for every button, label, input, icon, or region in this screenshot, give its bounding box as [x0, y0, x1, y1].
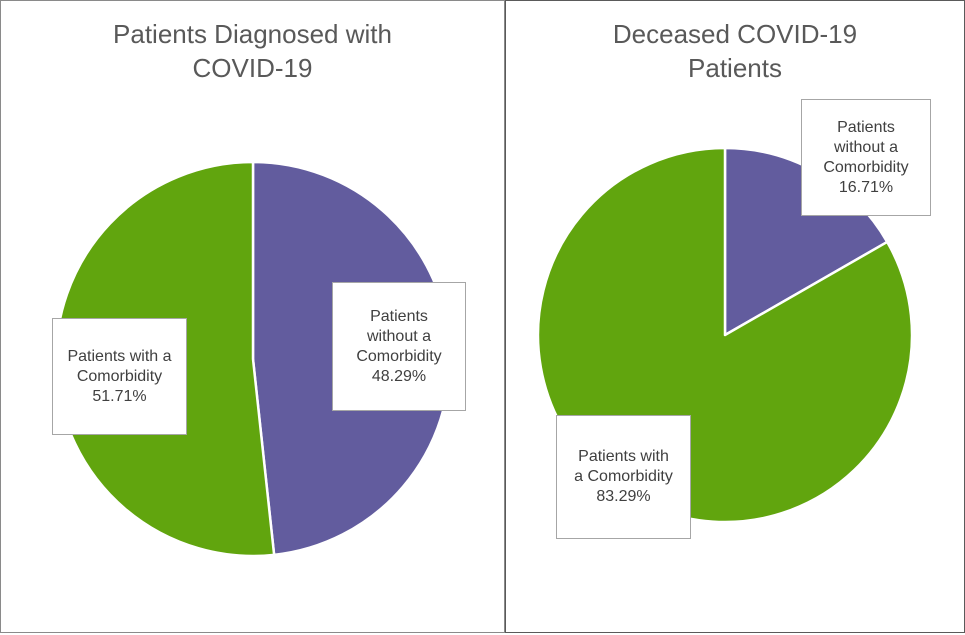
slice-value-label: 48.29%: [371, 367, 427, 385]
slice-label-with-comorbidity: Patients with a Comorbidity 83.29%: [556, 415, 691, 539]
chart-title: Patients Diagnosed with COVID-19: [113, 19, 392, 83]
slice-label-line: Patients with a: [67, 347, 172, 365]
slice-label-line: Comorbidity: [76, 367, 163, 385]
slice-label-line: Comorbidity: [356, 347, 442, 365]
slice-label-line: Patients: [370, 307, 428, 325]
slice-label-without-comorbidity: Patients without a Comorbidity 48.29%: [332, 282, 466, 411]
slice-label-without-comorbidity: Patients without a Comorbidity 16.71%: [801, 99, 931, 216]
slice-value-label: 16.71%: [838, 178, 894, 196]
chart-panel-deceased: Deceased COVID-19 Patients Patients with…: [505, 0, 965, 633]
slice-label-line: Comorbidity: [823, 158, 909, 176]
slice-value-label: 83.29%: [596, 488, 651, 505]
pie-chart-deceased: [536, 146, 914, 524]
slice-value-label: 51.71%: [92, 387, 147, 405]
slice-label-line: Patients with: [578, 448, 669, 465]
chart-panel-diagnosed: Patients Diagnosed with COVID-19 Patient…: [0, 0, 505, 633]
slice-label-with-comorbidity: Patients with a Comorbidity 51.71%: [52, 318, 187, 435]
slice-label-line: a Comorbidity: [574, 468, 673, 485]
slice-label-line: Patients: [837, 118, 895, 136]
slice-label-line: without a: [833, 138, 899, 156]
chart-title: Deceased COVID-19 Patients: [612, 19, 858, 83]
slice-label-line: without a: [366, 327, 432, 345]
